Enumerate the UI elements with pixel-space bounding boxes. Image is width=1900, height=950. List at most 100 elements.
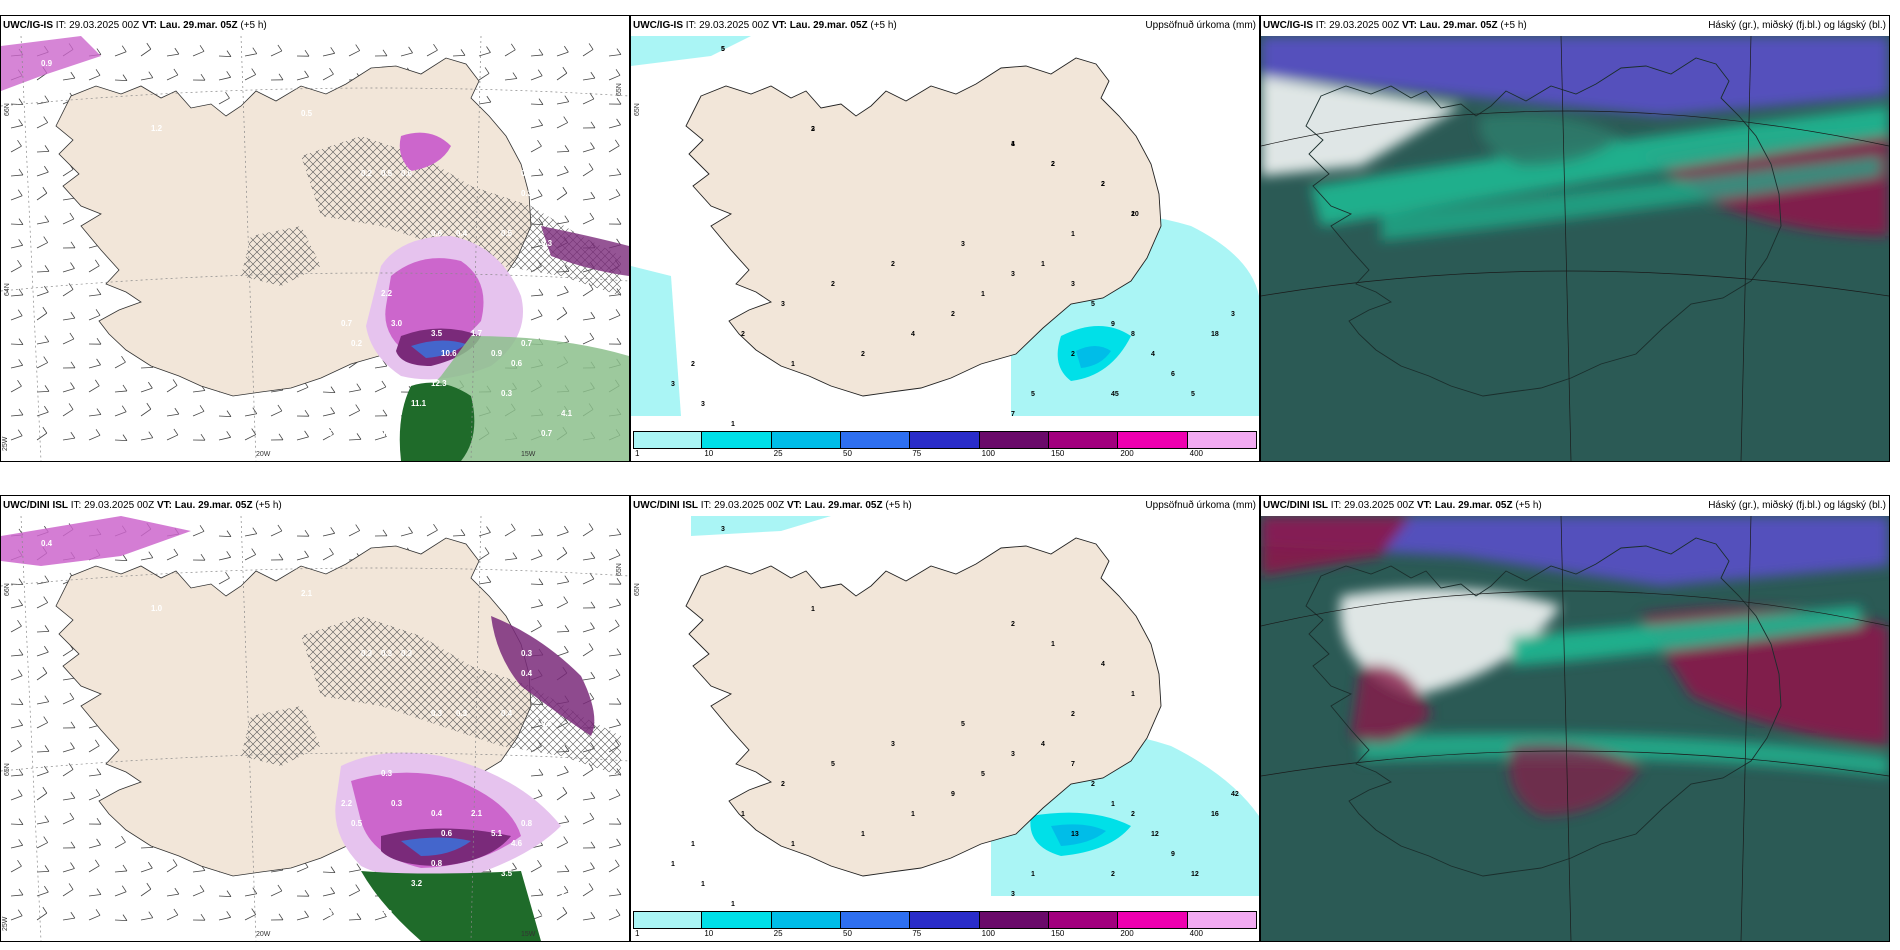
- cloud-cover-map: [1261, 516, 1889, 941]
- init-time: 29.03.2025 00Z: [1329, 20, 1400, 31]
- model-name: UWC/IG-IS: [3, 20, 53, 31]
- contour-value-label: 1.7: [471, 329, 483, 338]
- lead-time: (+5 h): [240, 20, 267, 31]
- contour-value-label: 12.3: [431, 379, 447, 388]
- contour-value-label: 1: [1051, 641, 1055, 648]
- colorbar-tick-label: 100: [981, 449, 996, 458]
- contour-value-label: 1: [911, 811, 915, 818]
- init-time: 29.03.2025 00Z: [1344, 500, 1415, 511]
- contour-value-label: 0.3: [521, 189, 533, 198]
- contour-value-label: 1: [811, 606, 815, 613]
- contour-value-label: 0.6: [401, 169, 413, 178]
- colorbar-segment: [702, 911, 772, 929]
- contour-value-label: 10: [1131, 211, 1139, 218]
- contour-value-label: 1: [671, 861, 675, 868]
- contour-value-label: 0.5: [321, 429, 333, 438]
- colorbar-tick-label: 75: [912, 929, 922, 938]
- contour-value-label: 2: [891, 261, 895, 268]
- contour-value-label: 2: [1051, 161, 1055, 168]
- init-time-label: IT:: [55, 20, 67, 31]
- contour-value-label: 2: [951, 311, 955, 318]
- contour-value-label: 1: [791, 361, 795, 368]
- precip-rate-contours: [1, 516, 595, 941]
- lat-axis-label: 66N: [4, 583, 11, 596]
- contour-value-label: 2: [1011, 621, 1015, 628]
- model-name: UWC/IG-IS: [1263, 20, 1313, 31]
- lon-axis-label: 25W: [2, 916, 9, 931]
- contour-value-label: 2: [1091, 781, 1095, 788]
- panel-header: UWC/DINI ISL IT: 29.03.2025 00Z VT: Lau.…: [631, 496, 1259, 516]
- valid-time: Lau. 29.mar. 05Z: [1434, 500, 1513, 511]
- contour-value-label: 45: [1111, 391, 1119, 398]
- accum-precip-map: 3121412535211111111953472121291216421321…: [631, 516, 1259, 941]
- contour-value-label: 9: [951, 791, 955, 798]
- contour-value-label: 2: [691, 361, 695, 368]
- contour-value-label: 3: [781, 301, 785, 308]
- init-time: 29.03.2025 00Z: [84, 500, 155, 511]
- contour-value-label: 6: [1171, 371, 1175, 378]
- colorbar-segment: [841, 911, 911, 929]
- contour-value-label: 3.0: [391, 319, 403, 328]
- valid-time: Lau. 29.mar. 05Z: [804, 500, 883, 511]
- contour-value-label: 4: [1151, 351, 1155, 358]
- contour-value-label: 2.3: [231, 899, 243, 908]
- init-time-label: IT:: [685, 20, 697, 31]
- contour-value-label: 0.3: [401, 649, 413, 658]
- field-title: Háský (gr.), miðský (fj.bl.) og lágský (…: [1708, 500, 1886, 511]
- contour-value-label: 2.3: [381, 909, 393, 918]
- colorbar-segment: [702, 431, 772, 449]
- model-name: UWC/DINI ISL: [3, 500, 68, 511]
- lon-axis-label: 25W: [2, 436, 9, 451]
- valid-time: Lau. 29.mar. 05Z: [789, 20, 868, 31]
- contour-value-label: 1: [1111, 801, 1115, 808]
- contour-value-label: 1: [861, 831, 865, 838]
- lon-axis-label: 15W: [521, 931, 536, 938]
- lat-axis-label: 65N: [634, 103, 641, 116]
- contour-value-label: 2: [1111, 871, 1115, 878]
- contour-value-label: 2.1: [301, 589, 313, 598]
- contour-value-label: 3: [1231, 311, 1235, 318]
- contour-value-label: 1: [741, 811, 745, 818]
- colorbar-segment: [771, 431, 841, 449]
- contour-value-label: 1: [731, 421, 735, 428]
- contour-value-label: 0.4: [521, 669, 533, 678]
- contour-value-label: 0.7: [541, 429, 553, 438]
- contour-value-label: 2: [1101, 181, 1105, 188]
- contour-value-label: 4.6: [511, 839, 523, 848]
- precip-rate-contours: [1, 36, 629, 461]
- lon-axis-label: 65N: [616, 83, 623, 96]
- contour-value-label: 0.8: [431, 859, 443, 868]
- contour-value-label: 2.3: [231, 419, 243, 428]
- contour-value-label: 0.2: [361, 169, 373, 178]
- contour-value-label: 0.2: [351, 339, 363, 348]
- contour-value-label: 3: [1011, 891, 1015, 898]
- contour-value-label: 7: [1071, 761, 1075, 768]
- lead-time: (+5 h): [1515, 500, 1542, 511]
- contour-value-label: 5: [1191, 391, 1195, 398]
- colorbar-segment: [633, 911, 703, 929]
- contour-value-label: 0.4: [521, 169, 533, 178]
- lon-axis-label: 20W: [256, 451, 271, 458]
- lat-axis-label: 66N: [4, 103, 11, 116]
- contour-value-label: 3.5: [501, 869, 513, 878]
- contour-value-label: 0.3: [541, 239, 553, 248]
- init-time-label: IT:: [70, 500, 82, 511]
- contour-value-label: 42: [1231, 791, 1239, 798]
- panel-header: UWC/DINI ISL IT: 29.03.2025 00Z VT: Lau.…: [1, 496, 629, 516]
- colorbar-segment: [1118, 431, 1188, 449]
- colorbar-tick-label: 200: [1120, 929, 1134, 938]
- contour-value-label: 2: [831, 281, 835, 288]
- contour-value-label: 0.3: [501, 389, 513, 398]
- contour-value-label: 4: [1011, 141, 1015, 148]
- lat-axis-label: 64N: [4, 283, 11, 296]
- colorbar-segment: [910, 911, 980, 929]
- contour-value-label: 0.9: [41, 59, 53, 68]
- panel-igis-accum: UWC/IG-IS IT: 29.03.2025 00Z VT: Lau. 29…: [630, 15, 1260, 462]
- contour-value-label: 0.3: [521, 649, 533, 658]
- contour-value-label: 5: [1091, 301, 1095, 308]
- colorbar-tick-label: 1: [635, 449, 640, 458]
- contour-value-label: 0.7: [521, 339, 533, 348]
- contour-value-label: 1: [731, 901, 735, 908]
- colorbar-tick-label: 150: [1051, 929, 1065, 938]
- cloud-layers: [1261, 516, 1889, 816]
